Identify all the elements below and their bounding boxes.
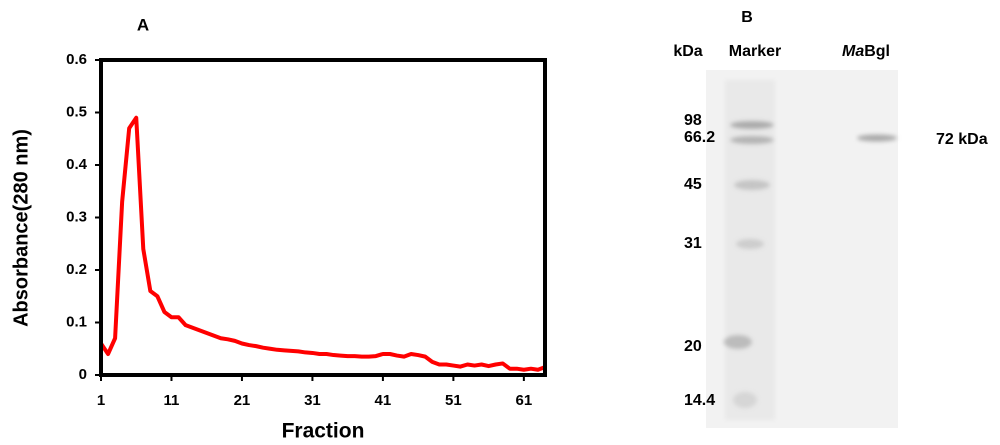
lane-label-rest: Bgl: [864, 43, 890, 60]
panel-title: B: [741, 9, 753, 26]
band-label: 72 kDa: [936, 131, 988, 148]
x-tick-label: 11: [164, 392, 180, 409]
x-tick-label: 61: [516, 392, 533, 409]
x-tick-label: 51: [445, 392, 462, 409]
x-tick-label: 31: [304, 392, 321, 409]
x-axis-label: Fraction: [282, 420, 365, 440]
lane-label-italic: Ma: [842, 43, 864, 60]
marker-size-label: 20: [684, 338, 702, 355]
data-line: [101, 118, 545, 370]
unit-label: kDa: [673, 43, 702, 60]
x-tick-label: 1: [97, 392, 105, 409]
panel-title: A: [137, 15, 149, 34]
y-tick-label: 0.2: [66, 261, 87, 278]
y-tick-label: 0.4: [66, 156, 88, 173]
marker-size-label: 98: [684, 112, 702, 129]
y-tick-label: 0.1: [66, 313, 87, 330]
y-axis-label: Absorbance(280 nm): [10, 129, 32, 327]
y-tick-label: 0.6: [66, 51, 87, 68]
marker-size-label: 14.4: [684, 392, 715, 409]
marker-size-label: 31: [684, 235, 702, 252]
lane-label: Marker: [729, 43, 781, 60]
marker-size-label: 66.2: [684, 129, 715, 146]
x-tick-label: 41: [375, 392, 392, 409]
y-tick-label: 0.5: [66, 103, 87, 120]
y-tick-label: 0: [79, 366, 87, 383]
x-tick-label: 21: [234, 392, 251, 409]
y-tick-label: 0.3: [66, 208, 87, 225]
plot-frame: [101, 60, 545, 375]
figure: A Fraction Absorbance(280 nm) B kDa Mark…: [0, 0, 1000, 440]
lane-label: MaBgl: [842, 43, 890, 60]
marker-size-label: 45: [684, 176, 702, 193]
